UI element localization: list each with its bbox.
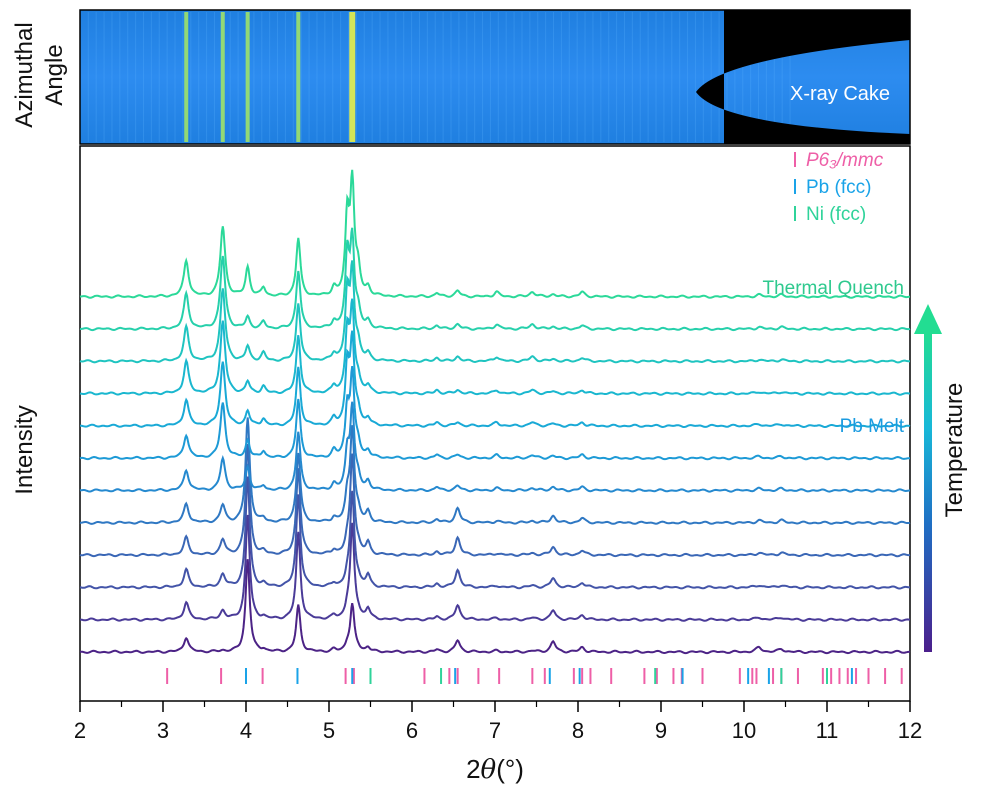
x-tick-label: 2 — [74, 718, 86, 743]
legend: P6₃/mmc Pb (fcc) Ni (fcc) — [794, 150, 884, 225]
x-tick-label: 9 — [655, 718, 667, 743]
temperature-arrow: Temperature — [914, 304, 968, 652]
series-line — [80, 514, 911, 622]
x-axis-label-symbol: θ — [481, 755, 497, 785]
x-axis-label-prefix: 2 — [466, 754, 480, 784]
x-axis-label: 2θ(°) — [466, 754, 524, 785]
series-line — [79, 169, 910, 299]
cake-ylabel-line1: Azimuthal — [11, 22, 38, 127]
x-tick-label: 3 — [157, 718, 169, 743]
series-line — [80, 330, 911, 429]
x-tick-label: 6 — [406, 718, 418, 743]
reference-ticks — [166, 668, 903, 684]
cake-label: X-ray Cake — [790, 83, 890, 105]
x-tick-label: 12 — [898, 718, 922, 743]
series-line — [79, 401, 910, 493]
cake-blue-lobe — [724, 10, 910, 40]
x-tick-label: 5 — [323, 718, 335, 743]
temperature-arrow-head — [914, 304, 942, 334]
series-line — [79, 476, 910, 590]
series-line — [79, 227, 911, 332]
x-tick-label: 8 — [572, 718, 584, 743]
legend-label: Ni (fcc) — [806, 204, 866, 225]
cake-frame — [79, 9, 911, 145]
legend-label: P6₃/mmc — [806, 150, 884, 171]
x-axis: 2 3 4 5 6 7 8 9 10 11 12 — [74, 701, 922, 743]
series-line — [79, 417, 911, 525]
cake-black-wedge — [696, 10, 910, 144]
series-line — [79, 559, 911, 655]
temperature-label: Temperature — [941, 383, 968, 518]
cake-ylabel-line2: Angle — [41, 44, 68, 105]
annotation-pb-melt: Pb Melt — [840, 416, 905, 437]
x-tick-label: 10 — [732, 718, 756, 743]
legend-label: Pb (fcc) — [806, 177, 871, 198]
series-line — [79, 444, 911, 558]
xray-cake-panel: X-ray Cake — [79, 9, 911, 145]
diffraction-series — [79, 169, 911, 655]
x-tick-label: 4 — [240, 718, 252, 743]
x-tick-label: 11 — [816, 718, 839, 743]
series-line — [79, 260, 910, 364]
x-tick-label: 7 — [489, 718, 501, 743]
annotation-thermal-quench: Thermal Quench — [762, 278, 904, 299]
series-line — [79, 365, 910, 461]
series-line — [79, 298, 911, 396]
y-axis-label: Intensity — [11, 405, 38, 494]
temperature-arrow-shaft — [924, 332, 932, 652]
x-axis-label-unit: (°) — [496, 754, 524, 784]
